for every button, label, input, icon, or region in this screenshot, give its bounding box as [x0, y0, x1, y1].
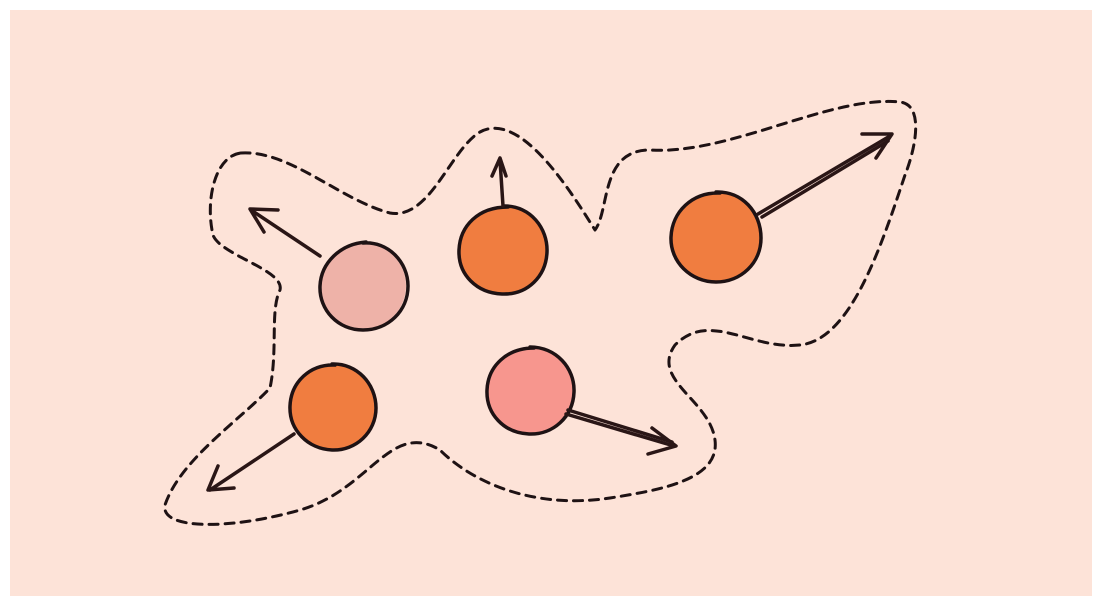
velocity-arrow-down-left-icon: [208, 434, 294, 490]
velocity-arrow-up-icon: [492, 158, 506, 206]
particle-5: [486, 347, 676, 454]
velocity-arrow-up-left-icon: [250, 209, 320, 256]
particle-3: [671, 134, 892, 282]
particle-diagram: [10, 10, 1092, 596]
particle-2: [459, 158, 547, 294]
particle-4: [208, 364, 376, 490]
diagram-canvas: [10, 10, 1092, 596]
velocity-arrow-down-right-icon: [566, 410, 676, 454]
dashed-boundary: [165, 101, 916, 524]
velocity-arrow-up-right-icon: [758, 134, 892, 217]
